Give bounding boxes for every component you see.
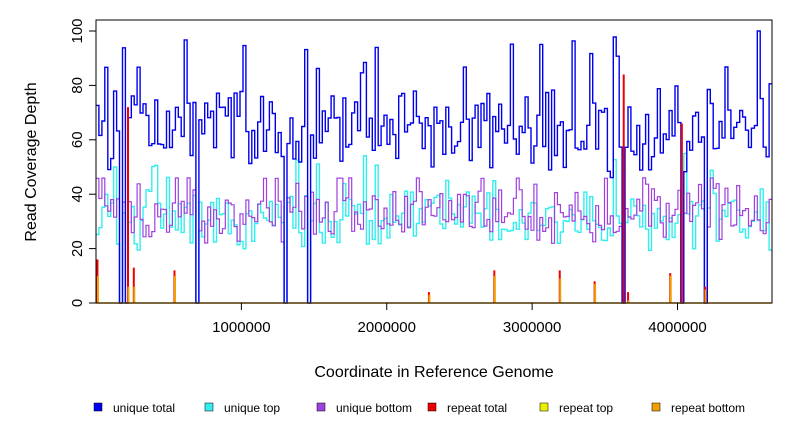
y-tick-label-80: 80	[69, 77, 86, 94]
x-tick-label-2000000: 2000000	[358, 319, 416, 336]
legend-swatch-unique-top	[204, 402, 214, 412]
series-line-unique-total	[96, 30, 772, 304]
legend-swatch-repeat-top	[539, 402, 549, 412]
legend-label-unique-top: unique top	[224, 401, 280, 415]
y-axis-title: Read Coverage Depth	[23, 82, 40, 241]
x-axis: 1000000 2000000 3000000 4000000	[212, 302, 707, 336]
x-tick-label-3000000: 3000000	[503, 319, 561, 336]
legend-label-repeat-total: repeat total	[447, 401, 507, 415]
legend-label-repeat-top: repeat top	[559, 401, 613, 415]
legend-swatch-unique-bottom	[316, 402, 326, 412]
y-tick-label-20: 20	[69, 240, 86, 257]
series-line-unique-bottom	[96, 177, 772, 304]
legend-label-unique-bottom: unique bottom	[336, 401, 412, 415]
x-axis-title: Coordinate in Reference Genome	[314, 364, 553, 381]
legend-swatch-unique-total	[93, 402, 103, 412]
legend: unique total unique top unique bottom repea…	[93, 401, 745, 415]
x-tick-label-1000000: 1000000	[212, 319, 270, 336]
y-tick-label-100: 100	[69, 18, 86, 43]
plot-marks	[96, 30, 772, 304]
legend-label-repeat-bottom: repeat bottom	[671, 401, 745, 415]
y-tick-label-0: 0	[69, 299, 86, 307]
y-axis: 0 20 40 60 80 100	[69, 18, 97, 307]
legend-label-unique-total: unique total	[113, 401, 175, 415]
legend-swatch-repeat-bottom	[651, 402, 661, 412]
legend-swatch-repeat-total	[427, 402, 437, 412]
series-line-unique-top	[96, 152, 772, 304]
y-tick-label-60: 60	[69, 131, 86, 148]
y-tick-label-40: 40	[69, 186, 86, 203]
x-tick-label-4000000: 4000000	[648, 319, 706, 336]
